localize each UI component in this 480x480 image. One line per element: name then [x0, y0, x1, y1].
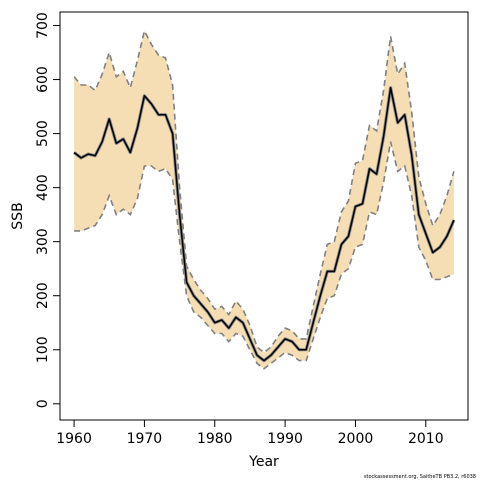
- x-axis-title: Year: [248, 454, 279, 470]
- x-tick-label: 1970: [127, 431, 163, 447]
- ssb-estimate-line: [73, 86, 455, 362]
- x-tick-label: 1990: [267, 431, 303, 447]
- x-tick-label: 2000: [338, 431, 374, 447]
- y-tick-label: 200: [35, 282, 51, 309]
- y-tick-label: 500: [35, 120, 51, 147]
- y-axis: 0 100 200 300 400 500 600 700: [35, 12, 60, 408]
- y-tick-label: 300: [35, 228, 51, 255]
- plot-frame: [59, 11, 469, 421]
- x-tick-label: 2010: [408, 431, 444, 447]
- y-tick-label: 100: [35, 336, 51, 363]
- credit-text: stockassessment.org, SaitheTB PB3.2, r60…: [364, 474, 476, 480]
- x-tick-label: 1980: [197, 431, 233, 447]
- y-tick-label: 700: [35, 12, 51, 39]
- x-tick-label: 1960: [56, 431, 92, 447]
- lower-bound-line: [74, 141, 455, 370]
- y-axis-title: SSB: [10, 202, 26, 229]
- upper-bound-line: [73, 28, 455, 354]
- y-tick-label: 600: [35, 66, 51, 93]
- x-axis: 1960 1970 1980 1990 2000 2010: [56, 420, 444, 447]
- confidence-band: [74, 30, 454, 369]
- plot-layer: [73, 28, 456, 370]
- y-tick-label: 0: [35, 399, 51, 408]
- y-tick-label: 400: [35, 174, 51, 201]
